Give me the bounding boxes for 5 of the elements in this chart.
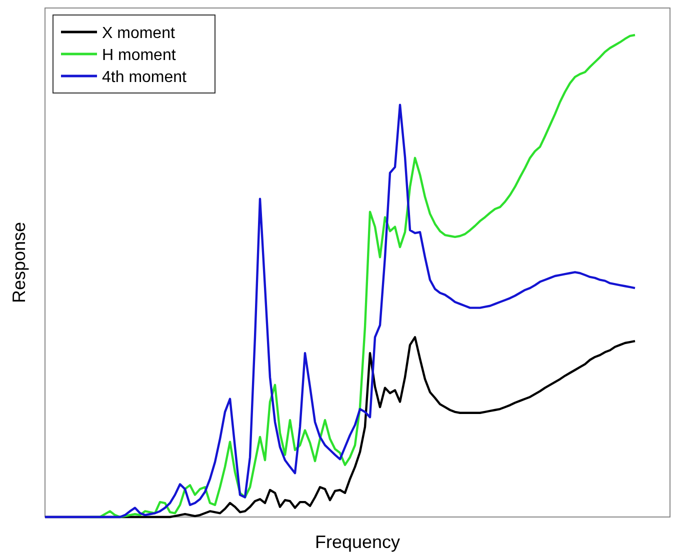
y-axis-title: Response xyxy=(9,222,29,304)
legend-label: H moment xyxy=(102,47,176,64)
x-axis-title: Frequency xyxy=(314,532,400,552)
legend-label: 4th moment xyxy=(102,69,188,86)
legend-label: X moment xyxy=(102,25,176,42)
